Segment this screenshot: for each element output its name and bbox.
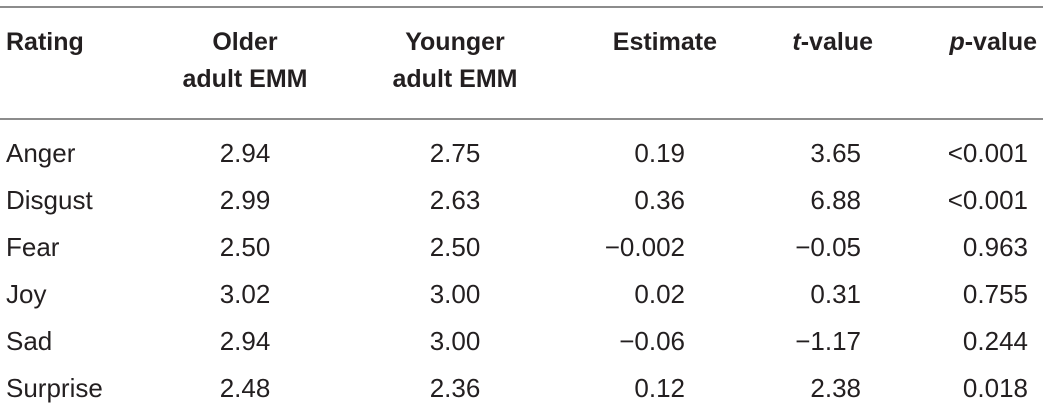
header-t-rest: -value — [800, 28, 873, 56]
header-p-rest: -value — [964, 28, 1037, 56]
header-younger-line1: Younger — [405, 28, 505, 56]
cell-t-value: −0.05 — [795, 232, 861, 262]
cell-estimate: 0.36 — [634, 185, 685, 215]
header-estimate-text: Estimate — [612, 28, 717, 56]
cell-younger-emm: 2.36 — [429, 373, 481, 403]
header-younger-emm: Younger adult EMM — [330, 24, 580, 98]
header-older-emm: Older adult EMM — [120, 24, 370, 98]
cell-older-emm: 2.94 — [219, 138, 271, 168]
header-rating: Rating — [6, 24, 84, 61]
cell-estimate: 0.12 — [634, 373, 685, 403]
cell-estimate: 0.02 — [634, 279, 685, 309]
cell-older-emm: 2.48 — [219, 373, 271, 403]
cell-p-value: 0.755 — [962, 279, 1028, 309]
cell-p-value: 0.018 — [962, 373, 1028, 403]
top-rule — [0, 6, 1043, 8]
cell-t-value: 6.88 — [810, 185, 861, 215]
cell-estimate: −0.002 — [604, 232, 685, 262]
table-row: Sad 2.94 3.00 −0.06 −1.17 0.244 — [0, 318, 1043, 365]
cell-older-emm: 2.99 — [219, 185, 271, 215]
cell-rating: Sad — [6, 326, 53, 356]
cell-t-value: −1.17 — [795, 326, 861, 356]
header-rule — [0, 118, 1043, 120]
cell-estimate: −0.06 — [619, 326, 685, 356]
cell-rating: Disgust — [6, 185, 93, 215]
header-rating-text: Rating — [6, 28, 84, 56]
cell-younger-emm: 3.00 — [429, 279, 481, 309]
cell-t-value: 3.65 — [810, 138, 861, 168]
table-row: Anger 2.94 2.75 0.19 3.65 <0.001 — [0, 130, 1043, 177]
cell-rating: Fear — [6, 232, 60, 262]
table-row: Fear 2.50 2.50 −0.002 −0.05 0.963 — [0, 224, 1043, 271]
cell-younger-emm: 3.00 — [429, 326, 481, 356]
cell-younger-emm: 2.63 — [429, 185, 481, 215]
table-header: Rating Older adult EMM Younger adult EMM… — [0, 24, 1043, 104]
cell-older-emm: 2.94 — [219, 326, 271, 356]
table-row: Joy 3.02 3.00 0.02 0.31 0.755 — [0, 271, 1043, 318]
table-row: Disgust 2.99 2.63 0.36 6.88 <0.001 — [0, 177, 1043, 224]
header-older-line1: Older — [212, 28, 278, 56]
header-p-value: p-value — [949, 24, 1037, 61]
table-row: Surprise 2.48 2.36 0.12 2.38 0.018 — [0, 365, 1043, 412]
cell-rating: Joy — [6, 279, 47, 309]
header-t-value: t-value — [792, 24, 873, 61]
cell-rating: Surprise — [6, 373, 103, 403]
cell-older-emm: 3.02 — [219, 279, 271, 309]
header-t-italic: t — [792, 28, 801, 56]
cell-younger-emm: 2.75 — [429, 138, 481, 168]
cell-p-value: 0.963 — [962, 232, 1028, 262]
table-body: Anger 2.94 2.75 0.19 3.65 <0.001 Disgust… — [0, 130, 1043, 412]
cell-t-value: 0.31 — [810, 279, 861, 309]
cell-rating: Anger — [6, 138, 76, 168]
cell-older-emm: 2.50 — [219, 232, 271, 262]
header-p-italic: p — [949, 28, 965, 56]
header-estimate: Estimate — [613, 24, 717, 61]
cell-estimate: 0.19 — [634, 138, 685, 168]
cell-p-value: <0.001 — [947, 185, 1028, 215]
cell-p-value: 0.244 — [962, 326, 1028, 356]
cell-t-value: 2.38 — [810, 373, 861, 403]
header-younger-line2: adult EMM — [392, 65, 518, 93]
cell-younger-emm: 2.50 — [429, 232, 481, 262]
header-older-line2: adult EMM — [182, 65, 308, 93]
cell-p-value: <0.001 — [947, 138, 1028, 168]
